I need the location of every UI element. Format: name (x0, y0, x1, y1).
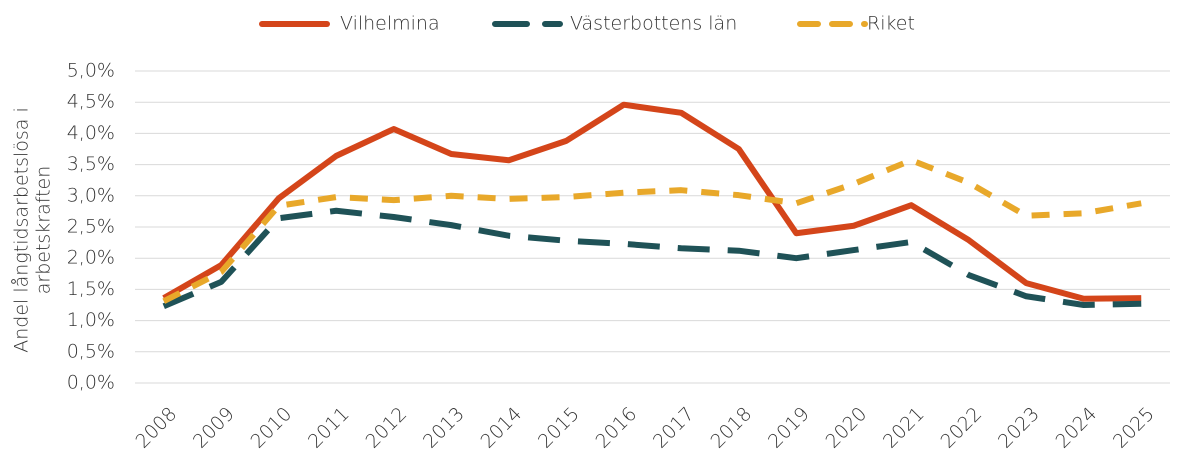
y-tick-label: 4,0% (67, 122, 115, 144)
y-tick-label: 0,5% (67, 340, 115, 362)
x-tick-label: 2012 (361, 403, 411, 450)
y-tick-label: 2,0% (67, 247, 115, 269)
x-tick-label: 2025 (1109, 403, 1159, 450)
legend-label: Riket (867, 13, 915, 35)
series-line (162, 157, 1142, 304)
y-tick-label: 2,5% (67, 216, 115, 238)
x-tick-label: 2024 (1051, 403, 1101, 450)
x-tick-label: 2008 (131, 403, 181, 450)
y-tick-label: 5,0% (67, 60, 115, 82)
x-tick-label: 2015 (534, 403, 584, 450)
y-tick-label: 3,5% (67, 153, 115, 175)
x-tick-label: 2010 (246, 403, 296, 450)
y-tick-label: 0,0% (67, 372, 115, 394)
y-axis-label: arbetskraften (33, 166, 55, 295)
x-tick-label: 2017 (649, 403, 699, 450)
x-tick-label: 2022 (936, 403, 986, 450)
x-tick-label: 2019 (764, 403, 814, 450)
y-tick-label: 3,0% (67, 184, 115, 206)
legend-label: Västerbottens län (570, 13, 737, 35)
x-tick-label: 2018 (706, 403, 756, 450)
y-axis-label: Andel långtidsarbetslösa i (11, 107, 33, 352)
x-tick-label: 2011 (304, 403, 354, 450)
legend-label: Vilhelmina (340, 13, 440, 35)
x-tick-label: 2021 (879, 403, 929, 450)
y-tick-label: 1,5% (67, 278, 115, 300)
series-line (162, 101, 1142, 302)
y-tick-label: 4,5% (67, 91, 115, 113)
x-tick-label: 2023 (994, 403, 1044, 450)
x-tick-label: 2013 (419, 403, 469, 450)
x-tick-label: 2020 (821, 403, 871, 450)
y-tick-label: 1,0% (67, 309, 115, 331)
x-tick-label: 2016 (591, 403, 641, 450)
x-tick-label: 2014 (476, 403, 526, 450)
x-tick-label: 2009 (189, 403, 239, 450)
series-line (162, 207, 1142, 310)
